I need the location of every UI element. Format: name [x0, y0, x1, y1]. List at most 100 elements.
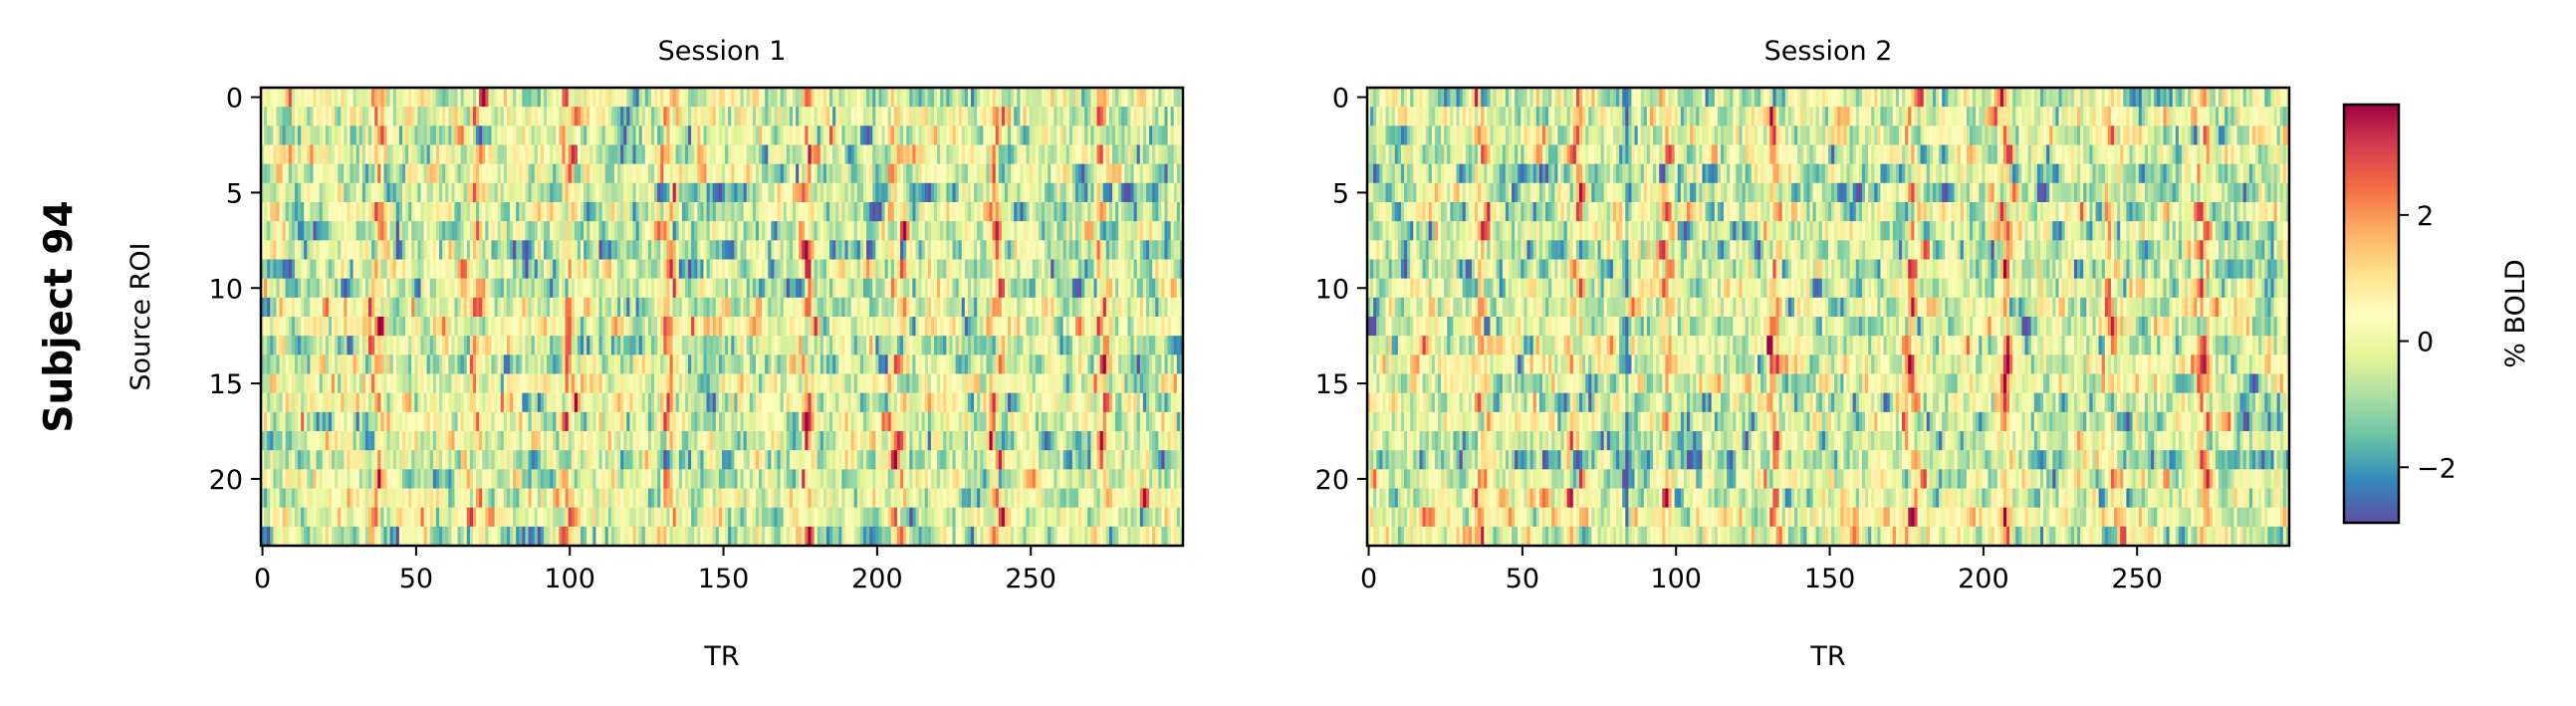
- heatmap-cell: [862, 182, 867, 203]
- heatmap-cell: [789, 240, 794, 260]
- heatmap-cell: [722, 163, 726, 184]
- heatmap-cell: [949, 202, 953, 222]
- heatmap-cell: [811, 354, 815, 374]
- heatmap-cell: [918, 202, 923, 222]
- heatmap-cell: [912, 259, 916, 279]
- heatmap-cell: [743, 107, 748, 126]
- heatmap-cell: [725, 336, 729, 355]
- heatmap-cell: [644, 297, 649, 318]
- heatmap-cell: [654, 297, 658, 318]
- heatmap-cell: [344, 182, 348, 203]
- heatmap-cell: [1048, 182, 1052, 203]
- heatmap-cell: [1017, 182, 1021, 203]
- heatmap-cell: [811, 88, 815, 108]
- heatmap-cell: [389, 297, 394, 318]
- heatmap-cell: [537, 107, 542, 126]
- heatmap-cell: [426, 221, 431, 241]
- heatmap-cell: [808, 144, 812, 164]
- heatmap-cell: [488, 144, 492, 164]
- heatmap-cell: [1170, 278, 1175, 299]
- heatmap-cell: [1167, 259, 1172, 279]
- heatmap-cell: [887, 144, 892, 164]
- heatmap-cell: [457, 88, 462, 108]
- heatmap-cell: [386, 373, 391, 393]
- heatmap-cell: [878, 278, 882, 299]
- heatmap-cell: [952, 317, 956, 337]
- subject-label: Subject 94: [37, 200, 82, 432]
- heatmap-cell: [1142, 202, 1147, 222]
- heatmap-cell: [1136, 202, 1141, 222]
- heatmap-cell: [463, 278, 468, 299]
- heatmap-cell: [817, 278, 821, 299]
- heatmap-cell: [933, 107, 938, 126]
- heatmap-cell: [811, 240, 815, 260]
- heatmap-cell: [1020, 88, 1024, 108]
- heatmap-cell: [417, 107, 421, 126]
- heatmap-cell: [771, 240, 775, 260]
- heatmap-cell: [971, 259, 975, 279]
- heatmap-cell: [688, 202, 692, 222]
- heatmap-cell: [1008, 373, 1012, 393]
- heatmap-cell: [347, 202, 351, 222]
- heatmap-cell: [927, 336, 932, 355]
- heatmap-cell: [1130, 163, 1135, 184]
- heatmap-cell: [986, 297, 990, 318]
- heatmap-cell: [697, 163, 701, 184]
- heatmap-cell: [918, 354, 923, 374]
- heatmap-cell: [1045, 354, 1049, 374]
- heatmap-cell: [500, 182, 505, 203]
- heatmap-cell: [401, 202, 406, 222]
- heatmap-cell: [301, 240, 305, 260]
- heatmap-cell: [1179, 373, 1184, 393]
- heatmap-cell: [414, 317, 418, 337]
- heatmap-cell: [291, 392, 296, 413]
- heatmap-cell: [389, 182, 394, 203]
- heatmap-cell: [1087, 221, 1091, 241]
- heatmap-cell: [429, 107, 434, 126]
- heatmap-cell: [893, 107, 898, 126]
- heatmap-cell: [389, 125, 394, 145]
- heatmap-cell: [746, 125, 751, 145]
- heatmap-cell: [510, 336, 514, 355]
- heatmap-cell: [282, 317, 287, 337]
- heatmap-cell: [460, 278, 465, 299]
- heatmap-cell: [267, 144, 271, 164]
- heatmap-cell: [635, 392, 640, 413]
- heatmap-cell: [392, 354, 397, 374]
- heatmap-cell: [426, 125, 431, 145]
- heatmap-cell: [401, 392, 406, 413]
- heatmap-cell: [912, 240, 916, 260]
- heatmap-cell: [1155, 354, 1159, 374]
- heatmap-cell: [279, 240, 284, 260]
- heatmap-cell: [617, 221, 621, 241]
- heatmap-cell: [789, 297, 794, 318]
- heatmap-cell: [734, 202, 738, 222]
- heatmap-cell: [903, 107, 907, 126]
- heatmap-cell: [1068, 163, 1073, 184]
- heatmap-cell: [319, 354, 324, 374]
- heatmap-cell: [1068, 317, 1073, 337]
- heatmap-cell: [893, 240, 898, 260]
- heatmap-cell: [417, 125, 421, 145]
- heatmap-cell: [718, 259, 723, 279]
- heatmap-cell: [1090, 107, 1094, 126]
- heatmap-cell: [694, 240, 698, 260]
- heatmap-cell: [875, 240, 879, 260]
- heatmap-cell: [789, 163, 794, 184]
- heatmap-cell: [774, 278, 778, 299]
- heatmap-cell: [921, 336, 926, 355]
- heatmap-cell: [820, 278, 824, 299]
- heatmap-cell: [383, 297, 387, 318]
- heatmap-cell: [1102, 107, 1107, 126]
- heatmap-cell: [844, 107, 848, 126]
- heatmap-cell: [678, 336, 683, 355]
- heatmap-cell: [361, 88, 366, 108]
- heatmap-cell: [1048, 354, 1052, 374]
- heatmap-cell: [565, 182, 570, 203]
- heatmap-cell: [1059, 373, 1064, 393]
- heatmap-cell: [1042, 240, 1046, 260]
- heatmap-cell: [350, 125, 353, 145]
- heatmap-cell: [380, 125, 384, 145]
- heatmap-cell: [298, 354, 302, 374]
- heatmap-cell: [881, 221, 885, 241]
